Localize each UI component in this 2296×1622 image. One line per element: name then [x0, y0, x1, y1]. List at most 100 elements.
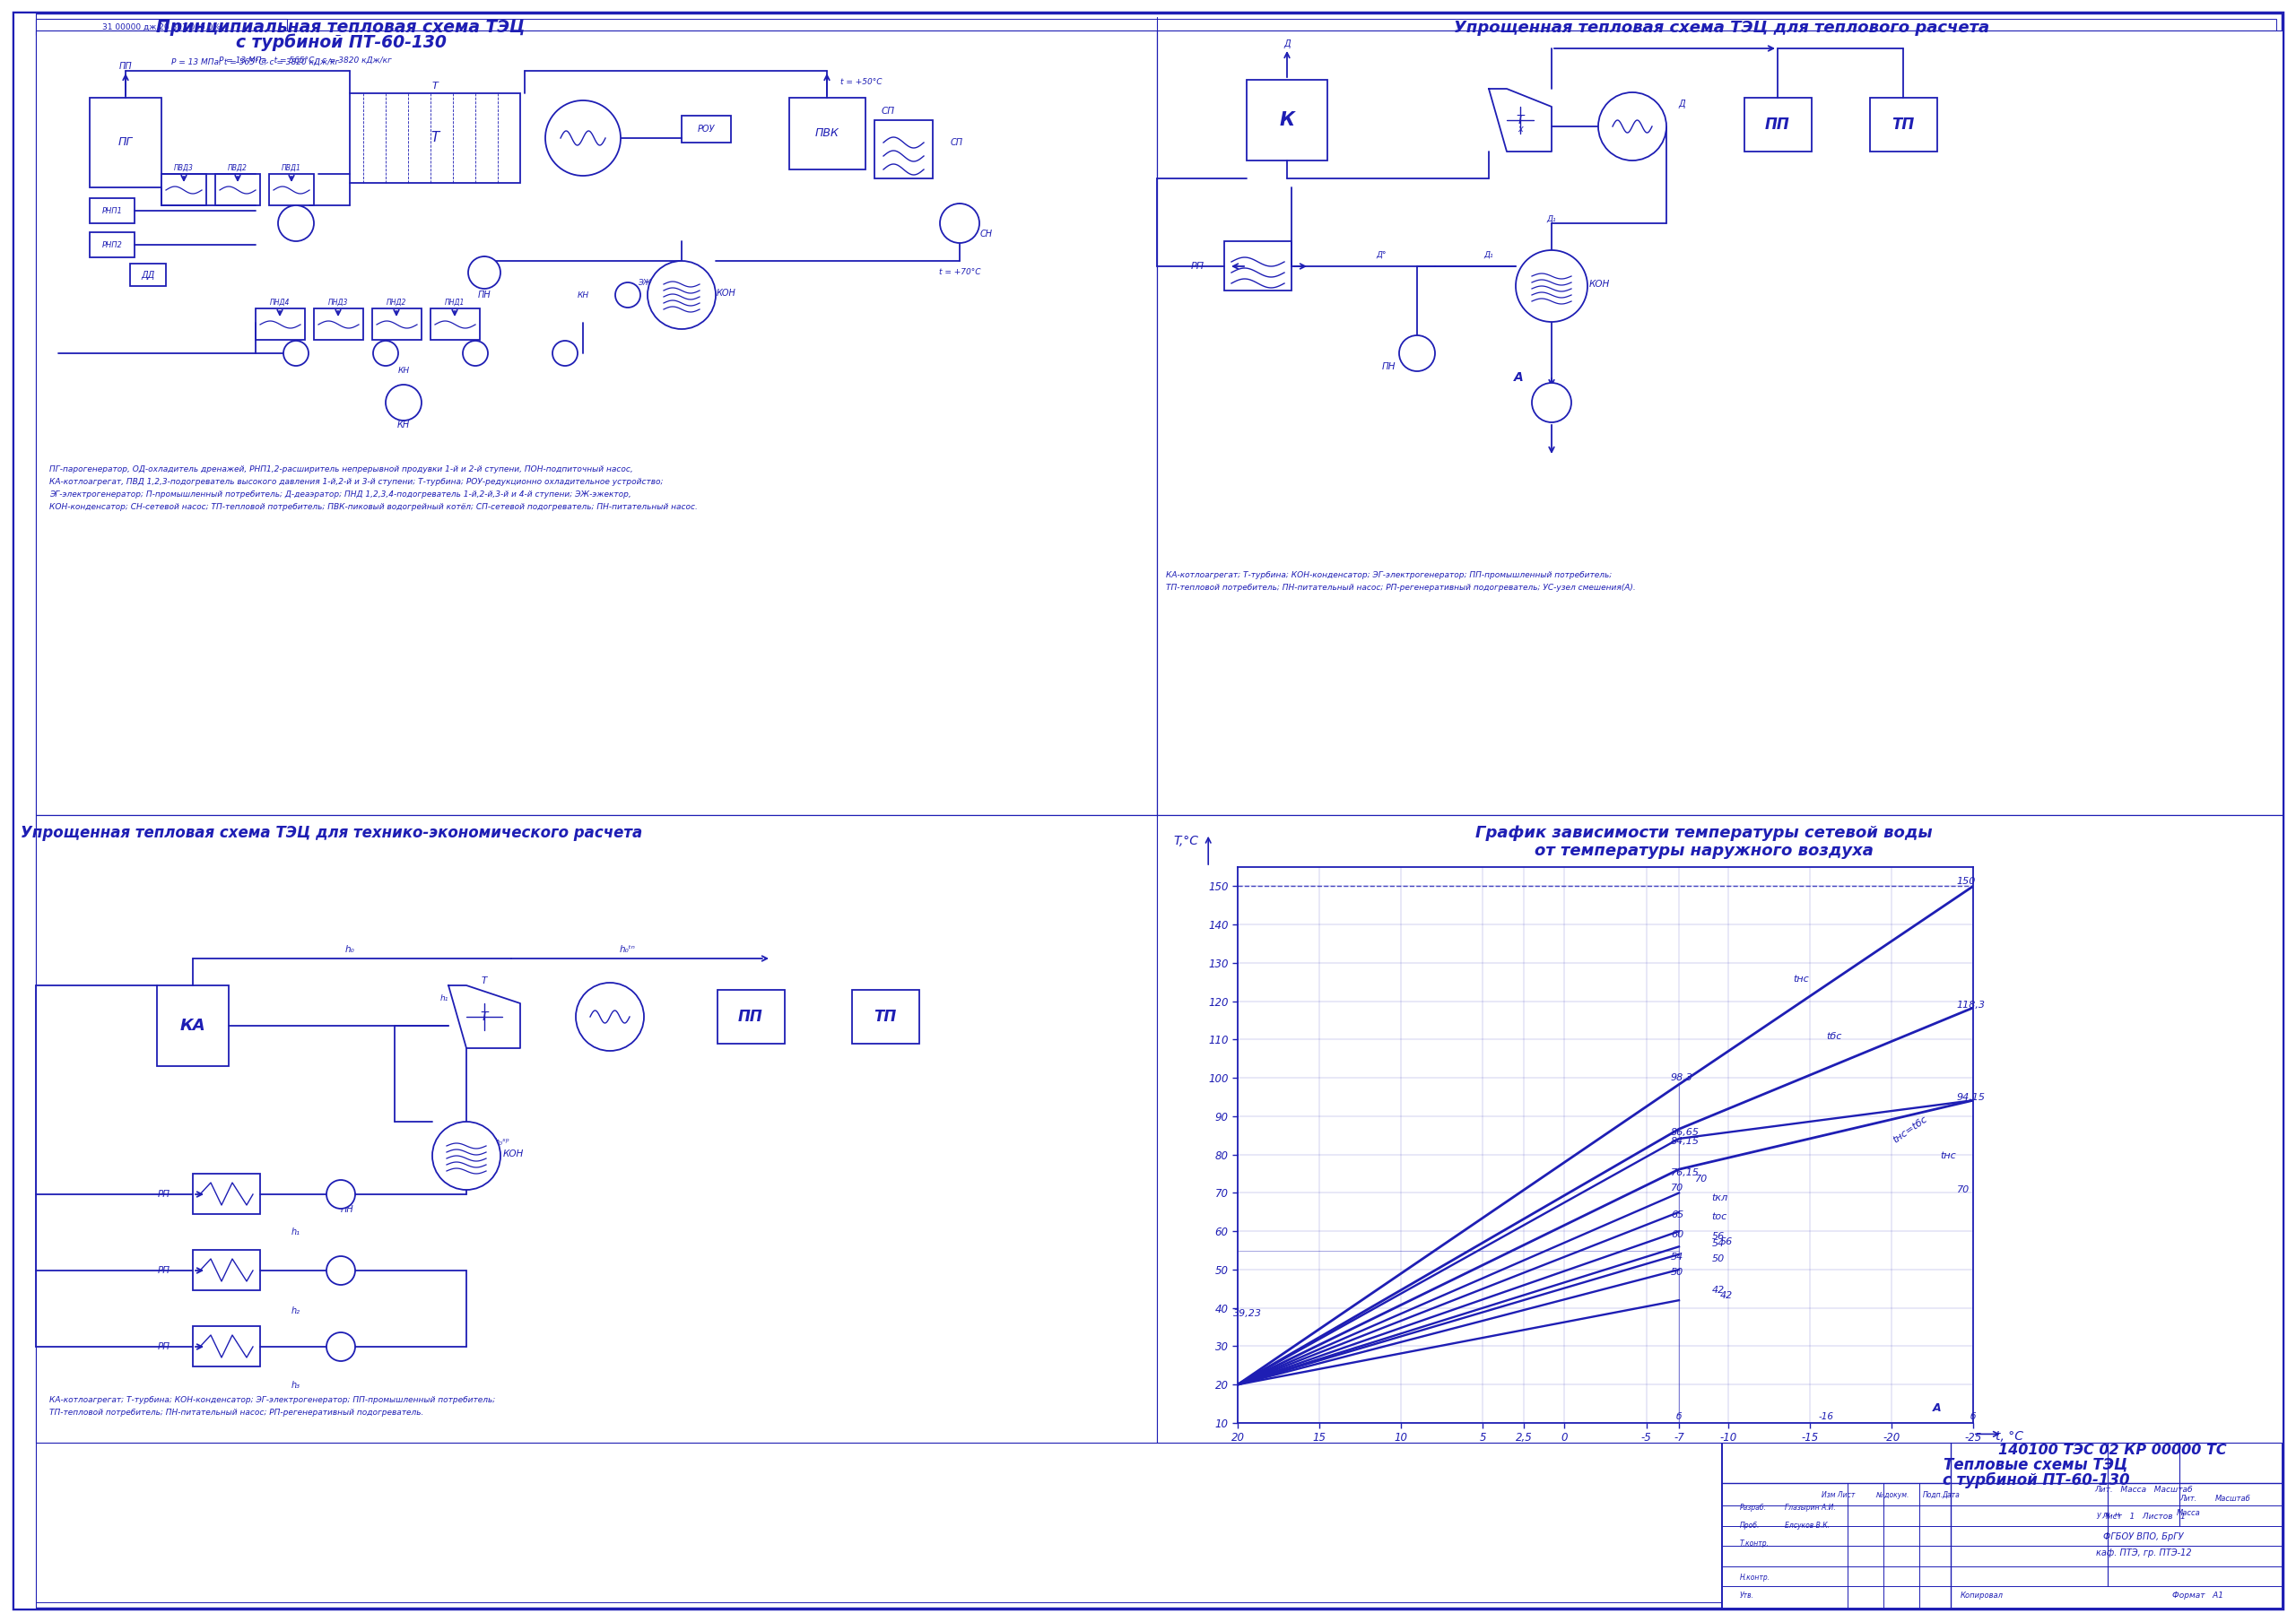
Text: от температуры наружного воздуха: от температуры наружного воздуха — [1534, 843, 1874, 860]
Circle shape — [647, 261, 716, 329]
Text: 50: 50 — [1711, 1255, 1724, 1264]
Text: РП: РП — [158, 1267, 170, 1275]
Text: 42: 42 — [1711, 1285, 1724, 1294]
Text: 54: 54 — [1711, 1239, 1724, 1249]
Text: 70: 70 — [1694, 1174, 1708, 1182]
Text: Н.контр.: Н.контр. — [1740, 1573, 1770, 1581]
Text: ПН: ПН — [340, 1205, 354, 1213]
Text: ТП-тепловой потребитель; ПН-питательный насос; РП-регенеративный подогреватель.: ТП-тепловой потребитель; ПН-питательный … — [48, 1408, 425, 1416]
Bar — [193, 1174, 259, 1213]
Text: tнс: tнс — [1793, 975, 1809, 985]
Text: 70: 70 — [1956, 1186, 1970, 1195]
Text: ДД: ДД — [140, 271, 154, 279]
Text: Формат   А1: Формат А1 — [2172, 1591, 2223, 1599]
Text: Масштаб: Масштаб — [2216, 1494, 2250, 1502]
Text: ТП: ТП — [875, 1009, 895, 1025]
Text: КА: КА — [179, 1017, 207, 1033]
Circle shape — [326, 1179, 356, 1208]
Text: Р = 13 МПа; t = 565°С; с = 3820 кДж/кг: Р = 13 МПа; t = 565°С; с = 3820 кДж/кг — [172, 58, 340, 67]
Bar — [1722, 1442, 2282, 1609]
Text: ЭГ-электрогенератор; П-промышленный потребитель; Д-деаэратор; ПНД 1,2,3,4-подогр: ЭГ-электрогенератор; П-промышленный потр… — [48, 491, 631, 500]
Text: t = +70°С: t = +70°С — [939, 269, 980, 277]
Text: Т: Т — [432, 131, 439, 144]
Text: tбс: tбс — [1825, 1032, 1841, 1041]
Bar — [682, 115, 730, 143]
Text: ПВД3: ПВД3 — [174, 164, 193, 172]
Text: tос: tос — [1711, 1213, 1727, 1221]
Text: Тепловые схемы ТЭЦ: Тепловые схемы ТЭЦ — [1945, 1457, 2128, 1473]
Text: ТП-тепловой потребитель; ПН-питательный насос; РП-регенеративный подогреватель; : ТП-тепловой потребитель; ПН-питательный … — [1166, 584, 1635, 592]
Bar — [161, 174, 207, 206]
Text: Р = 13 МПа,  t = 565°С,  с = 3820 кДж/кг: Р = 13 МПа, t = 565°С, с = 3820 кДж/кг — [218, 57, 390, 65]
Text: h₁: h₁ — [441, 994, 448, 1002]
Text: △: △ — [953, 216, 967, 232]
Text: ТП: ТП — [1892, 117, 1915, 133]
Text: Подп.: Подп. — [1922, 1491, 1942, 1499]
Text: 31 00000 дж 20 ЗЕ1 000.0%: 31 00000 дж 20 ЗЕ1 000.0% — [103, 23, 220, 31]
Text: Глазырин А.И.: Глазырин А.И. — [1784, 1504, 1837, 1512]
Text: Упрощенная тепловая схема ТЭЦ для теплового расчета: Упрощенная тепловая схема ТЭЦ для теплов… — [1453, 19, 1991, 36]
Text: РП: РП — [158, 1343, 170, 1351]
Text: 56: 56 — [1711, 1231, 1724, 1241]
Text: КА-котлоагрегат; Т-турбина; КОН-конденсатор; ЭГ-электрогенератор; ПП-промышленны: КА-котлоагрегат; Т-турбина; КОН-конденса… — [48, 1395, 496, 1403]
Text: tкл: tкл — [1711, 1194, 1729, 1202]
Circle shape — [546, 101, 620, 175]
Bar — [1247, 79, 1327, 161]
Bar — [852, 989, 918, 1043]
Bar — [37, 19, 287, 36]
Circle shape — [464, 341, 489, 367]
Text: ПП: ПП — [119, 62, 133, 71]
Text: А: А — [1513, 371, 1522, 384]
Text: № докум.: № докум. — [1876, 1491, 1910, 1499]
Text: ПН: ПН — [1382, 362, 1396, 371]
Circle shape — [282, 341, 308, 367]
Bar — [790, 97, 866, 169]
Text: 150: 150 — [1956, 878, 1977, 886]
Text: h₀ˢᵖ: h₀ˢᵖ — [494, 1137, 510, 1147]
Circle shape — [468, 256, 501, 289]
Text: h₃: h₃ — [292, 1380, 301, 1390]
Circle shape — [939, 203, 980, 243]
Text: Д: Д — [1283, 39, 1290, 49]
Text: Д₁: Д₁ — [1548, 214, 1557, 222]
Text: Т: Т — [432, 81, 439, 91]
Bar — [269, 174, 315, 206]
Polygon shape — [448, 986, 521, 1048]
Text: ФГБОУ ВПО, БрГУ: ФГБОУ ВПО, БрГУ — [2103, 1533, 2183, 1541]
Text: Принципиальная тепловая схема ТЭЦ: Принципиальная тепловая схема ТЭЦ — [156, 19, 526, 36]
Bar — [1745, 97, 1812, 151]
Text: каф. ПТЭ, гр. ПТЭ-12: каф. ПТЭ, гр. ПТЭ-12 — [2096, 1549, 2190, 1557]
Text: 94,15: 94,15 — [1956, 1093, 1986, 1101]
Text: ПГ-парогенератор, ОД-охладитель дренажей, РНП1,2-расширитель непрерывной продувк: ПГ-парогенератор, ОД-охладитель дренажей… — [48, 466, 634, 474]
Text: КОН-конденсатор; СН-сетевой насос; ТП-тепловой потребитель; ПВК-пиковый водогрей: КОН-конденсатор; СН-сетевой насос; ТП-те… — [48, 503, 698, 511]
Bar — [14, 13, 37, 1609]
Text: б: б — [1676, 1411, 1681, 1421]
Text: Проб.: Проб. — [1740, 1521, 1761, 1530]
Text: РП: РП — [158, 1191, 170, 1199]
Text: tнс: tнс — [1940, 1152, 1956, 1160]
Circle shape — [1398, 336, 1435, 371]
Text: ПВД1: ПВД1 — [282, 164, 301, 172]
Bar — [90, 232, 135, 258]
Bar — [1224, 242, 1290, 290]
Text: СП: СП — [882, 107, 895, 115]
Bar — [255, 308, 305, 341]
Text: h₂: h₂ — [292, 1306, 301, 1315]
Text: 56: 56 — [1720, 1238, 1733, 1246]
Text: Д₁: Д₁ — [1483, 251, 1495, 258]
Bar — [432, 308, 480, 341]
Circle shape — [576, 983, 643, 1051]
Text: с турбиной ПТ-60-130: с турбиной ПТ-60-130 — [1942, 1473, 2128, 1489]
Text: КН: КН — [668, 290, 677, 298]
Circle shape — [432, 1122, 501, 1191]
Text: Изм Лист: Изм Лист — [1821, 1491, 1855, 1499]
Text: 60: 60 — [1671, 1229, 1683, 1239]
Text: 118,3: 118,3 — [1956, 1001, 1986, 1009]
Text: ▽: ▽ — [625, 289, 631, 300]
Text: Утв.: Утв. — [1740, 1591, 1754, 1599]
Text: КОН: КОН — [716, 289, 737, 298]
Text: ЭГ: ЭГ — [574, 131, 590, 144]
Text: у  н  н: у н н — [2096, 1510, 2119, 1518]
Text: с турбиной ПТ-60-130: с турбиной ПТ-60-130 — [236, 34, 445, 50]
Text: КОН: КОН — [1589, 279, 1609, 289]
